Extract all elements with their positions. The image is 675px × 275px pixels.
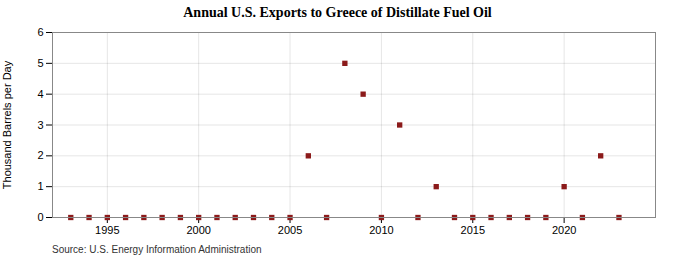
- svg-text:5: 5: [37, 57, 43, 69]
- svg-text:0: 0: [37, 211, 43, 223]
- html-text:Source: U.S. Energy Informatio: Source: U.S. Energy Information Administ…: [52, 244, 262, 255]
- svg-text:2005: 2005: [278, 224, 302, 236]
- svg-text:4: 4: [37, 88, 43, 100]
- svg-text:2015: 2015: [461, 224, 485, 236]
- svg-text:3: 3: [37, 119, 43, 131]
- svg-text:6: 6: [37, 26, 43, 38]
- svg-text:2: 2: [37, 149, 43, 161]
- svg-text:2020: 2020: [552, 224, 576, 236]
- svg-text:Thousand Barrels per Day: Thousand Barrels per Day: [1, 60, 13, 189]
- svg-text:1: 1: [37, 180, 43, 192]
- html-text:Annual U.S. Exports to Greece: Annual U.S. Exports to Greece of Distill…: [183, 5, 492, 20]
- svg-text:2010: 2010: [369, 224, 393, 236]
- svg-text:1995: 1995: [95, 224, 119, 236]
- svg-text:2000: 2000: [186, 224, 210, 236]
